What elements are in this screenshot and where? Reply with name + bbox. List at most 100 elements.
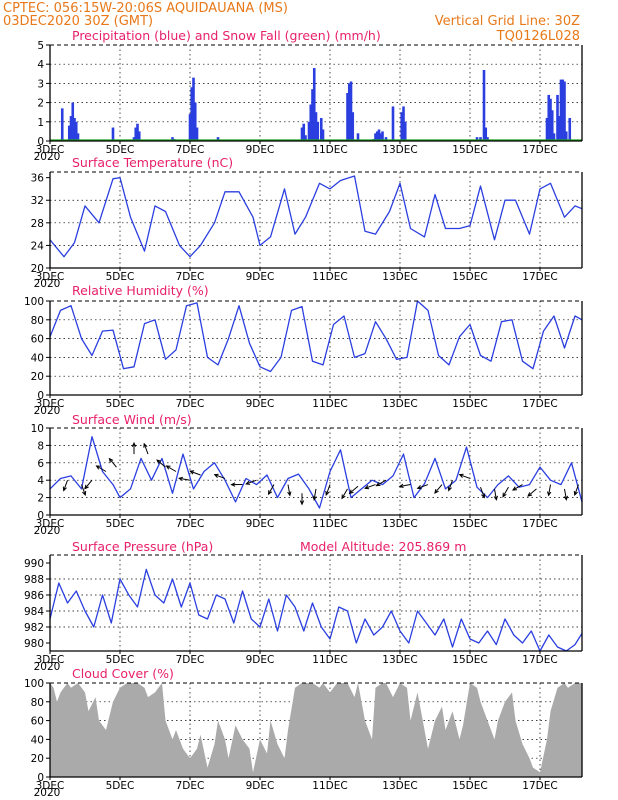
precip-bar <box>312 68 316 141</box>
cloud-cover-xtick-label: 13DEC <box>382 780 417 792</box>
wind-xtick-label: 11DEC <box>312 518 347 530</box>
precip-xtick-label: 17DEC <box>522 144 557 156</box>
precip-bar <box>377 129 381 141</box>
precip-ytick-label: 1 <box>37 117 44 129</box>
precip-bar <box>314 112 318 141</box>
precip-bar <box>300 127 304 141</box>
wind-arrow <box>434 484 443 494</box>
precip-xtick-label: 7DEC <box>176 144 205 156</box>
wind-xtick-label: 15DEC <box>452 518 487 530</box>
pressure-ytick-label: 990 <box>24 558 44 570</box>
temperature-xtick-label: 5DEC <box>106 271 135 283</box>
precip-bar <box>321 129 325 141</box>
temperature-ytick-label: 32 <box>31 195 44 207</box>
pressure-ytick-label: 980 <box>24 638 44 650</box>
cloud-cover-ytick-label: 100 <box>24 678 44 690</box>
wind-arrow <box>375 479 387 487</box>
precip-bar <box>347 83 351 141</box>
precip-bar <box>559 79 563 141</box>
precip-bar <box>549 98 552 141</box>
precip-ytick-label: 4 <box>37 59 44 71</box>
pressure-xtick-label: 7DEC <box>176 654 205 666</box>
precip-bar <box>356 133 360 141</box>
precip-bar <box>74 121 78 141</box>
precip-bar <box>384 137 388 141</box>
temperature-xtick-label: 11DEC <box>312 271 347 283</box>
wind-arrow <box>230 482 243 487</box>
panel-humidity: Relative Humidity (%) 0 20 40 60 80 100 3DEC 5D… <box>24 283 583 417</box>
header-station: CPTEC: 056:15W-20:06S AQUIDAUANA (MS) <box>3 1 288 16</box>
precip-bar <box>547 94 551 141</box>
wind-arrow <box>458 473 471 479</box>
precip-title: Precipitation (blue) and Snow Fall (gree… <box>72 28 381 43</box>
precip-bar <box>552 133 556 141</box>
wind-arrow <box>573 484 579 496</box>
wind-ytick-label: 0 <box>37 510 44 522</box>
precip-bar <box>60 108 64 141</box>
temperature-ytick-label: 28 <box>31 218 44 230</box>
temperature-xtick-label: 13DEC <box>382 271 417 283</box>
panel-precipitation: Precipitation (blue) and Snow Fall (gree… <box>34 28 583 163</box>
precip-bar <box>564 131 568 141</box>
precip-bar <box>311 89 314 141</box>
pressure-xtick-label: 15DEC <box>452 654 487 666</box>
humidity-ytick-label: 100 <box>24 296 44 308</box>
cloud-cover-area <box>50 683 582 777</box>
precip-xtick-label: 9DEC <box>246 144 275 156</box>
precip-bar <box>346 93 349 141</box>
humidity-xtick-label: 5DEC <box>106 398 135 410</box>
precip-bar <box>381 131 384 141</box>
humidity-ytick-label: 0 <box>37 390 44 402</box>
temperature-series-line <box>49 175 583 258</box>
wind-title: Surface Wind (m/s) <box>72 412 192 427</box>
cloud-cover-xtick-label: 5DEC <box>106 780 135 792</box>
precip-plot: 0 1 2 3 4 5 3DEC 5DEC 7DEC 9DEC 11DEC 13DEC 15DEC 17D… <box>34 40 583 163</box>
wind-arrow <box>156 459 166 468</box>
wind-arrow <box>108 457 117 468</box>
wind-arrow <box>398 483 411 488</box>
precip-xtick-label: 15DEC <box>452 144 487 156</box>
wind-arrow <box>312 488 317 501</box>
wind-arrow <box>178 476 191 482</box>
precip-bar <box>302 123 306 141</box>
panel-wind: Surface Wind (m/s) 0 2 4 6 8 10 3DEC 5DEC 7DEC 9D… <box>31 412 583 537</box>
precip-bar <box>375 131 379 141</box>
precip-bar <box>379 133 383 141</box>
pressure-ytick-label: 984 <box>24 606 44 618</box>
humidity-year-stub: 2020 <box>34 405 61 417</box>
wind-arrow <box>84 479 93 490</box>
wind-arrow <box>287 484 292 497</box>
wind-arrow <box>81 484 87 496</box>
pressure-title: Surface Pressure (hPa) <box>72 539 213 554</box>
humidity-xtick-label: 11DEC <box>312 398 347 410</box>
cloud-cover-xtick-label: 17DEC <box>522 780 557 792</box>
model-altitude-label: Model Altitude: 205.869 m <box>300 539 466 554</box>
pressure-xtick-label: 9DEC <box>246 654 275 666</box>
wind-arrow <box>447 480 453 492</box>
cloud-cover-ytick-label: 0 <box>37 772 44 784</box>
precip-bar <box>403 121 407 141</box>
precip-bar <box>400 112 404 141</box>
cloud-cover-ytick-label: 40 <box>31 734 44 746</box>
pressure-year-stub: 2020 <box>34 661 61 673</box>
precip-bar <box>391 106 395 141</box>
precip-bar <box>482 69 486 141</box>
humidity-xtick-label: 13DEC <box>382 398 417 410</box>
precip-xtick-label: 11DEC <box>312 144 347 156</box>
pressure-xtick-label: 13DEC <box>382 654 417 666</box>
wind-arrow <box>131 441 137 455</box>
precip-bar <box>545 117 549 141</box>
precip-ytick-label: 0 <box>37 136 44 148</box>
wind-arrow <box>547 484 552 497</box>
header-model-code: TQ0126L028 <box>496 29 580 44</box>
cloud-cover-xtick-label: 15DEC <box>452 780 487 792</box>
precip-bar <box>216 137 220 141</box>
wind-arrow <box>493 488 498 501</box>
wind-xtick-label: 5DEC <box>106 518 135 530</box>
cloud-cover-year-stub: 2020 <box>34 787 61 799</box>
humidity-xtick-label: 3DEC <box>36 398 65 410</box>
wind-arrow <box>512 484 523 491</box>
temperature-xtick-label: 15DEC <box>452 271 487 283</box>
header: CPTEC: 056:15W-20:06S AQUIDAUANA (MS) 03… <box>3 1 580 44</box>
precip-bar <box>319 117 323 141</box>
